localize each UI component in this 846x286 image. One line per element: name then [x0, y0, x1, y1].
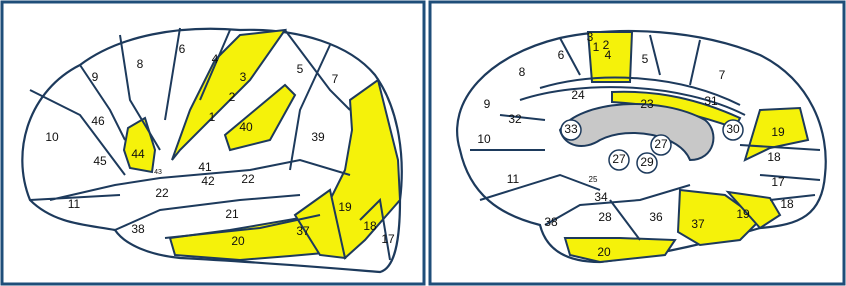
area-label: 18 — [780, 197, 794, 211]
area-label: 25 — [589, 175, 598, 184]
area-label: 4 — [605, 48, 612, 62]
area-label: 4 — [212, 52, 219, 66]
area-label: 38 — [131, 222, 145, 236]
area-label: 21 — [225, 207, 239, 221]
area-label: 31 — [704, 94, 718, 108]
area-label: 37 — [691, 217, 705, 231]
area-label: 30 — [726, 122, 740, 136]
area-label: 6 — [179, 42, 186, 56]
diagram: 6 4 8 9 3 5 7 2 1 40 39 10 46 45 44 43 4… — [0, 0, 846, 286]
area-label: 9 — [484, 97, 491, 111]
area-label: 11 — [507, 172, 520, 186]
area-label: 36 — [649, 210, 663, 224]
area-label: 7 — [332, 72, 339, 86]
area-label: 8 — [137, 57, 144, 71]
area-label: 18 — [767, 150, 781, 164]
area-label: 40 — [239, 120, 253, 134]
area-label: 45 — [93, 154, 107, 168]
area-label: 23 — [640, 97, 654, 111]
area-label: 27 — [612, 152, 626, 166]
area-label: 5 — [297, 62, 304, 76]
area-label: 5 — [642, 52, 649, 66]
area-label: 46 — [91, 114, 105, 128]
area-label: 24 — [571, 88, 585, 102]
area-label: 17 — [381, 232, 395, 246]
area-label: 22 — [155, 186, 169, 200]
area-label: 20 — [597, 245, 611, 259]
area-label: 29 — [640, 155, 654, 169]
area-label: 44 — [131, 147, 145, 161]
area-label: 8 — [519, 65, 526, 79]
area-label: 11 — [68, 197, 81, 211]
area-label: 42 — [201, 174, 215, 188]
area-label: 7 — [719, 68, 726, 82]
area-label: 1 — [209, 110, 216, 124]
area-label: 39 — [311, 130, 325, 144]
area-label: 3 — [240, 70, 247, 84]
area-label: 6 — [558, 48, 565, 62]
area-label: 18 — [363, 219, 377, 233]
area-label: 20 — [231, 234, 245, 248]
area-label: 19 — [771, 125, 785, 139]
area-label: 33 — [564, 122, 578, 136]
area-label: 27 — [654, 137, 668, 151]
area-label: 28 — [598, 210, 612, 224]
area-label: 43 — [154, 169, 162, 176]
area-label: 38 — [544, 215, 558, 229]
area-label: 17 — [771, 175, 785, 189]
area-label: 10 — [477, 132, 491, 146]
area-label: 37 — [296, 224, 310, 238]
area-label: 32 — [508, 112, 522, 126]
area-label: 19 — [736, 207, 750, 221]
area-label: 41 — [198, 160, 212, 174]
area-label: 10 — [45, 130, 59, 144]
area-label: 22 — [241, 172, 255, 186]
area-label: 2 — [229, 90, 236, 104]
area-label: 9 — [92, 70, 99, 84]
area-label: 34 — [594, 190, 608, 204]
area-label: 19 — [338, 200, 352, 214]
area-label: 1 — [593, 40, 600, 54]
